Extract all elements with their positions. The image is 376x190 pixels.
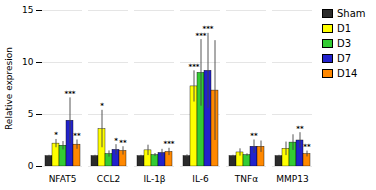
svg-text:**: ** (303, 143, 311, 151)
svg-text:**: ** (119, 139, 127, 147)
svg-text:**: ** (296, 125, 304, 133)
svg-text:**: ** (73, 132, 81, 140)
svg-text:*: * (54, 131, 58, 139)
svg-text:NFAT5: NFAT5 (49, 174, 77, 184)
svg-text:0: 0 (28, 161, 34, 171)
html-text:D14: D14 (337, 68, 358, 79)
html-text:D1: D1 (337, 23, 352, 34)
svg-text:***: *** (65, 90, 76, 98)
svg-text:IL-6: IL-6 (192, 174, 209, 184)
svg-text:15: 15 (22, 5, 33, 15)
svg-text:CCL2: CCL2 (97, 174, 120, 184)
svg-text:MMP13: MMP13 (276, 174, 308, 184)
html-text:Sham: Sham (337, 8, 366, 19)
svg-text:***: *** (189, 63, 200, 71)
html-text:D3: D3 (337, 38, 352, 49)
svg-text:*: * (100, 102, 104, 110)
svg-text:***: *** (203, 25, 214, 33)
svg-text:TNFα: TNFα (234, 174, 258, 184)
svg-text:5: 5 (28, 109, 34, 119)
svg-text:Relative expresion: Relative expresion (4, 47, 14, 130)
svg-text:*: * (114, 137, 118, 145)
svg-text:10: 10 (22, 57, 34, 67)
html-text:D7: D7 (337, 53, 352, 64)
svg-text:IL-1β: IL-1β (143, 174, 165, 184)
svg-text:***: *** (164, 140, 175, 148)
svg-text:**: ** (250, 132, 258, 140)
